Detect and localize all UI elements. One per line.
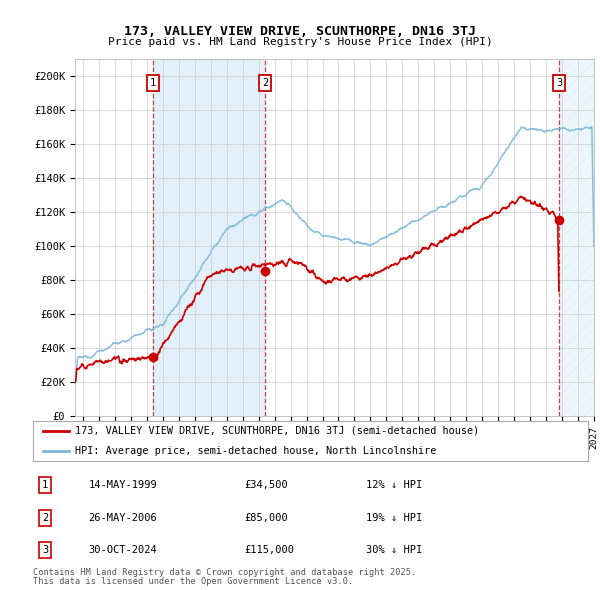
Bar [559, 59, 594, 416]
Text: £34,500: £34,500 [244, 480, 287, 490]
Text: 1: 1 [42, 480, 49, 490]
Text: 14-MAY-1999: 14-MAY-1999 [89, 480, 157, 490]
Bar [153, 59, 265, 416]
Text: 173, VALLEY VIEW DRIVE, SCUNTHORPE, DN16 3TJ: 173, VALLEY VIEW DRIVE, SCUNTHORPE, DN16… [124, 25, 476, 38]
Text: 30-OCT-2024: 30-OCT-2024 [89, 545, 157, 555]
Text: £115,000: £115,000 [244, 545, 294, 555]
Text: 2: 2 [42, 513, 49, 523]
Text: 2: 2 [262, 78, 268, 88]
Text: Price paid vs. HM Land Registry's House Price Index (HPI): Price paid vs. HM Land Registry's House … [107, 37, 493, 47]
Text: 19% ↓ HPI: 19% ↓ HPI [366, 513, 422, 523]
Text: This data is licensed under the Open Government Licence v3.0.: This data is licensed under the Open Gov… [33, 577, 353, 586]
Text: £85,000: £85,000 [244, 513, 287, 523]
Text: Contains HM Land Registry data © Crown copyright and database right 2025.: Contains HM Land Registry data © Crown c… [33, 568, 416, 576]
Text: 1: 1 [149, 78, 156, 88]
Text: 30% ↓ HPI: 30% ↓ HPI [366, 545, 422, 555]
Text: HPI: Average price, semi-detached house, North Lincolnshire: HPI: Average price, semi-detached house,… [74, 446, 436, 456]
Text: 12% ↓ HPI: 12% ↓ HPI [366, 480, 422, 490]
Text: 3: 3 [556, 78, 562, 88]
Text: 173, VALLEY VIEW DRIVE, SCUNTHORPE, DN16 3TJ (semi-detached house): 173, VALLEY VIEW DRIVE, SCUNTHORPE, DN16… [74, 426, 479, 436]
Text: 3: 3 [42, 545, 49, 555]
Text: 26-MAY-2006: 26-MAY-2006 [89, 513, 157, 523]
